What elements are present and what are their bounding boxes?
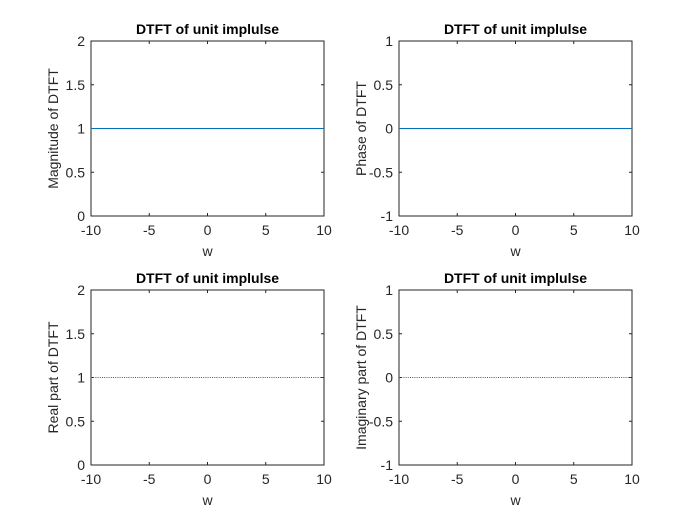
y-tick-label: 1: [385, 282, 393, 298]
x-tick-label: 10: [624, 471, 640, 487]
x-tick-label: 5: [570, 471, 578, 487]
y-tick-label: 0: [385, 121, 393, 137]
x-axis-label: w: [509, 492, 521, 508]
y-tick-label: 1.5: [66, 77, 86, 93]
chart-title: DTFT of unit implulse: [444, 270, 587, 286]
chart-title: DTFT of unit implulse: [444, 21, 587, 37]
y-tick-label: 1.5: [66, 326, 86, 342]
x-tick-label: -10: [81, 222, 101, 238]
x-axis-label: w: [509, 243, 521, 259]
y-tick-label: 0.5: [66, 164, 86, 180]
y-tick-label: 2: [77, 33, 85, 49]
x-tick-label: -10: [81, 471, 101, 487]
x-tick-label: 5: [570, 222, 578, 238]
x-tick-label: 10: [316, 222, 332, 238]
x-tick-label: -5: [143, 471, 156, 487]
x-tick-label: 10: [316, 471, 332, 487]
subplot-2: -10 -5 0 5 10 -1 -0.5 0 0.5 1 DTFT of unit impluls…: [353, 21, 640, 259]
chart-title: DTFT of unit implulse: [136, 270, 279, 286]
y-axis-label: Imaginary part of DTFT: [353, 305, 369, 450]
y-tick-label: 1: [77, 370, 85, 386]
x-tick-label: 10: [624, 222, 640, 238]
x-tick-label: -5: [143, 222, 156, 238]
y-axis-label: Real part of DTFT: [45, 321, 61, 433]
subplot-4: -10 -5 0 5 10 -1 -0.5 0 0.5 1 DTFT of unit impluls…: [353, 270, 640, 508]
x-tick-label: -5: [451, 471, 464, 487]
y-tick-label: 0: [77, 457, 85, 473]
y-tick-label: 0: [77, 208, 85, 224]
x-axis-label: w: [201, 492, 213, 508]
x-tick-label: -10: [389, 222, 409, 238]
x-tick-label: 5: [262, 471, 270, 487]
subplot-1: -10 -5 0 5 10 0 0.5 1 1.5 2 DTFT of unit implulse w…: [45, 21, 332, 259]
x-tick-label: -5: [451, 222, 464, 238]
chart-title: DTFT of unit implulse: [136, 21, 279, 37]
x-axis-label: w: [201, 243, 213, 259]
subplot-3: -10 -5 0 5 10 0 0.5 1 1.5 2 DTFT of unit implulse w…: [45, 270, 332, 508]
y-tick-label: 0.5: [66, 413, 86, 429]
x-tick-label: 0: [204, 471, 212, 487]
y-tick-label: -1: [381, 457, 394, 473]
x-tick-label: 5: [262, 222, 270, 238]
y-tick-label: 1: [385, 33, 393, 49]
y-tick-label: 0.5: [374, 77, 394, 93]
x-tick-label: -10: [389, 471, 409, 487]
x-tick-label: 0: [512, 471, 520, 487]
y-tick-label: 2: [77, 282, 85, 298]
y-tick-label: -0.5: [369, 413, 393, 429]
y-axis-label: Magnitude of DTFT: [45, 68, 61, 189]
y-tick-label: 1: [77, 121, 85, 137]
y-axis-label: Phase of DTFT: [353, 81, 369, 176]
y-tick-label: 0: [385, 370, 393, 386]
y-tick-label: 0.5: [374, 326, 394, 342]
x-tick-label: 0: [204, 222, 212, 238]
x-tick-label: 0: [512, 222, 520, 238]
y-tick-label: -0.5: [369, 164, 393, 180]
y-tick-label: -1: [381, 208, 394, 224]
